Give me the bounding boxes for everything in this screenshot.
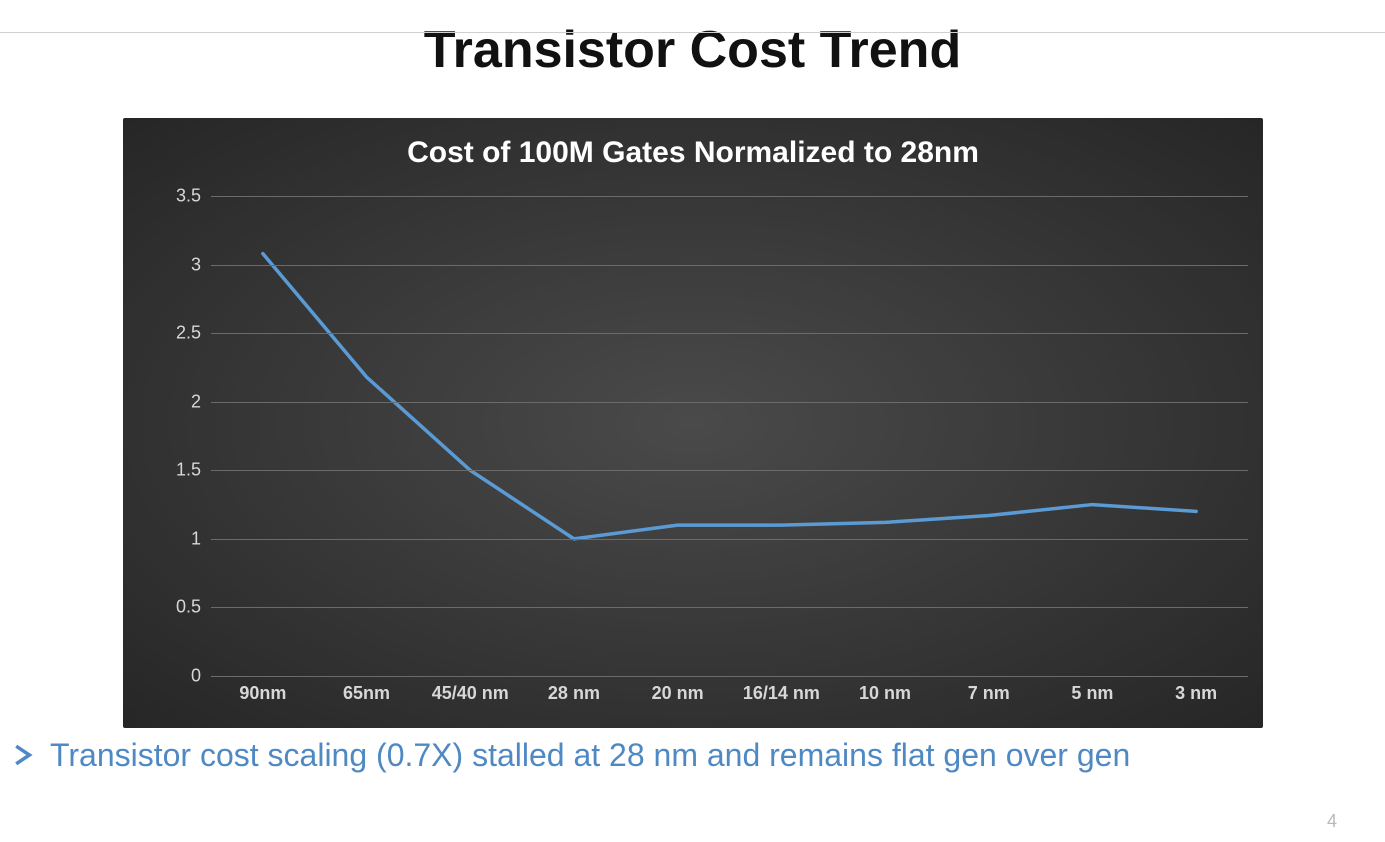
cost-chart: Cost of 100M Gates Normalized to 28nm 00… <box>123 118 1263 728</box>
slide-title: Transistor Cost Trend <box>0 20 1385 80</box>
chart-gridline <box>211 265 1248 266</box>
chart-ytick-label: 3 <box>151 254 201 275</box>
chart-ytick-label: 1 <box>151 528 201 549</box>
chart-ytick-label: 2 <box>151 391 201 412</box>
chart-xtick-label: 45/40 nm <box>432 683 509 704</box>
chart-gridline <box>211 470 1248 471</box>
chart-xtick-label: 20 nm <box>652 683 704 704</box>
chart-xtick-label: 28 nm <box>548 683 600 704</box>
chart-xtick-label: 5 nm <box>1071 683 1113 704</box>
bullet-text: Transistor cost scaling (0.7X) stalled a… <box>50 736 1130 774</box>
chart-ytick-label: 0.5 <box>151 597 201 618</box>
chart-gridline <box>211 196 1248 197</box>
chart-series-svg <box>211 196 1248 676</box>
chart-ytick-label: 3.5 <box>151 186 201 207</box>
chart-gridline <box>211 402 1248 403</box>
chart-plot-area: 00.511.522.533.590nm65nm45/40 nm28 nm20 … <box>211 196 1248 676</box>
chart-xtick-label: 16/14 nm <box>743 683 820 704</box>
chart-ytick-label: 0 <box>151 666 201 687</box>
chart-ytick-label: 1.5 <box>151 460 201 481</box>
chart-ytick-label: 2.5 <box>151 323 201 344</box>
slide: Transistor Cost Trend Cost of 100M Gates… <box>0 20 1385 842</box>
cost-line-series <box>263 254 1196 539</box>
chart-gridline <box>211 676 1248 677</box>
chart-xtick-label: 3 nm <box>1175 683 1217 704</box>
bullet-point: Transistor cost scaling (0.7X) stalled a… <box>14 736 1344 774</box>
chevron-right-icon <box>14 744 36 766</box>
chart-gridline <box>211 607 1248 608</box>
chart-xtick-label: 65nm <box>343 683 390 704</box>
chart-gridline <box>211 333 1248 334</box>
chart-title: Cost of 100M Gates Normalized to 28nm <box>123 136 1263 170</box>
chart-xtick-label: 10 nm <box>859 683 911 704</box>
chart-xtick-label: 90nm <box>239 683 286 704</box>
chart-gridline <box>211 539 1248 540</box>
slide-top-divider <box>0 32 1385 33</box>
chart-xtick-label: 7 nm <box>968 683 1010 704</box>
